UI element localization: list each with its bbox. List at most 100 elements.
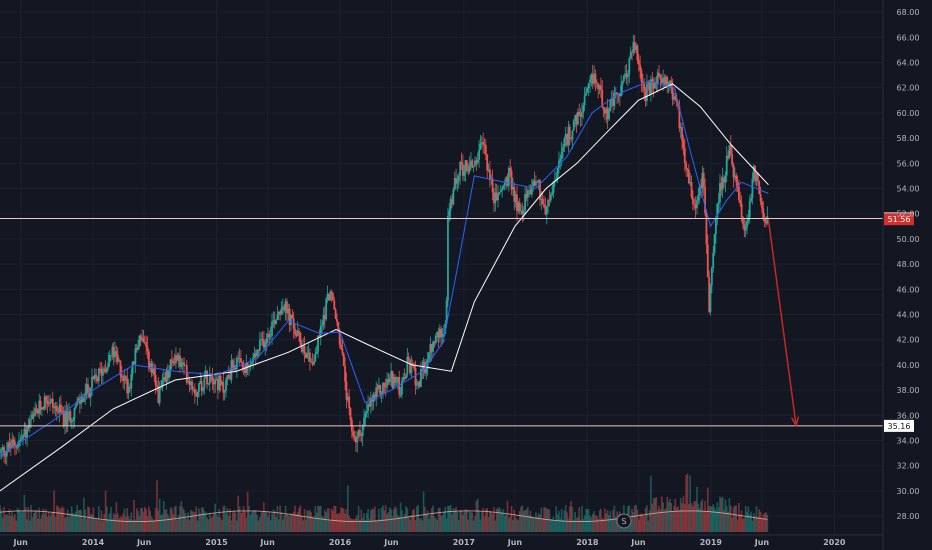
- candle-body: [482, 142, 485, 145]
- candle-body: [687, 170, 690, 184]
- candle-body: [733, 175, 736, 178]
- candle-body: [15, 445, 18, 448]
- candle-body: [755, 172, 758, 181]
- candle-body: [330, 291, 333, 294]
- volume-bar: [218, 508, 221, 532]
- volume-bar: [280, 512, 283, 532]
- candle-body: [367, 404, 370, 411]
- projection-arrow[interactable]: [767, 219, 800, 428]
- time-axis[interactable]: Jun 2014 Jun 2015 Jun 2016 Jun 2017 Jun 2018 Jun 20…: [0, 534, 883, 547]
- candle-body: [268, 333, 271, 337]
- volume-bar: [667, 501, 670, 532]
- volume-bar: [131, 520, 134, 532]
- volume-bar: [33, 513, 35, 532]
- candle-body: [664, 76, 667, 85]
- volume-bar: [466, 509, 468, 532]
- volume-bar: [167, 514, 169, 532]
- volume-bar: [704, 501, 706, 532]
- candle-body: [326, 293, 329, 299]
- candle-body: [701, 172, 704, 189]
- volume-bar: [27, 507, 30, 532]
- candle-body: [549, 194, 552, 201]
- candle-body: [704, 186, 706, 214]
- volume-bar: [70, 506, 73, 532]
- volume-bar: [23, 494, 26, 532]
- volume-bar: [372, 509, 375, 532]
- volume-bar: [559, 518, 562, 532]
- candle-body: [230, 360, 233, 380]
- candle-body: [505, 176, 508, 184]
- volume-bar: [108, 513, 111, 532]
- candle-body: [643, 83, 646, 91]
- candle-body: [590, 74, 593, 80]
- candle-body: [216, 379, 219, 391]
- candle-body: [280, 307, 283, 315]
- candle-body: [16, 446, 19, 448]
- volume-bar: [715, 510, 717, 532]
- candle-body: [26, 426, 28, 438]
- volume-bar: [532, 517, 535, 532]
- candle-body: [461, 164, 464, 176]
- volume-bar: [3, 507, 5, 532]
- volume-bar: [429, 515, 432, 532]
- volume-bar: [445, 518, 448, 532]
- volume-bar: [743, 517, 746, 532]
- candle-body: [158, 387, 161, 403]
- candle-body: [495, 192, 498, 201]
- volume-bar: [221, 520, 223, 532]
- candle-body: [735, 175, 738, 183]
- candle-body: [12, 439, 15, 442]
- candle-body: [744, 227, 747, 231]
- candle-body: [342, 353, 345, 367]
- candle-body: [51, 398, 54, 408]
- candle-body: [712, 252, 715, 269]
- candle-body: [300, 345, 303, 352]
- candle-body: [418, 381, 421, 387]
- candle-body: [681, 127, 683, 141]
- candle-body: [472, 166, 475, 168]
- candle-body: [432, 341, 434, 352]
- volume-bar: [156, 480, 158, 532]
- volume-bar: [30, 505, 32, 532]
- volume-bar: [95, 519, 97, 532]
- candle-body: [302, 345, 305, 352]
- candle-body: [610, 98, 613, 100]
- candle-body: [91, 376, 93, 389]
- candle-body: [399, 394, 402, 396]
- volume-bar: [250, 512, 253, 532]
- candle-body: [54, 406, 57, 408]
- split-marker[interactable]: S: [616, 513, 632, 529]
- volume-bar: [309, 509, 311, 532]
- volume-bar: [468, 510, 471, 532]
- x-tick-label: 2017: [453, 538, 475, 547]
- volume-bar: [754, 516, 756, 532]
- volume-bar: [568, 506, 571, 532]
- volume-bar: [567, 518, 570, 532]
- candle-body: [520, 210, 522, 212]
- candle-body: [185, 365, 188, 383]
- volume-bar: [479, 519, 482, 532]
- price-axis[interactable]: 68.00 66.00 64.00 62.00 60.00 58.00 56.00 54.00…: [882, 0, 919, 550]
- candle-body: [66, 412, 69, 425]
- volume-bar: [0, 505, 1, 532]
- candle-body: [69, 411, 72, 423]
- volume-bar: [348, 515, 350, 532]
- candle-body: [76, 400, 79, 406]
- volume-bar: [489, 510, 491, 532]
- candle-body: [499, 190, 502, 193]
- volume-bar: [579, 519, 582, 532]
- volume-bar: [371, 508, 373, 532]
- candle-body: [379, 384, 382, 396]
- volume-bar: [222, 506, 225, 532]
- volume-bar: [463, 511, 465, 532]
- candle-body: [509, 168, 512, 171]
- volume-bar: [199, 513, 202, 532]
- candle-body: [383, 382, 386, 387]
- volume-bar: [76, 505, 78, 532]
- split-marker-label: S: [621, 517, 626, 526]
- candle-body: [346, 396, 349, 400]
- volume-bar: [265, 511, 268, 532]
- candle-body: [101, 368, 104, 376]
